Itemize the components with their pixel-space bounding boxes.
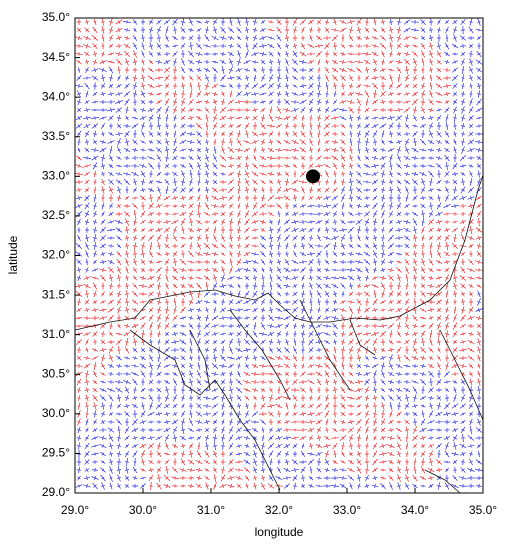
x-tick-label: 29.0° [61,503,89,517]
y-tick-label: 29.0° [42,485,70,499]
y-tick-label: 32.0° [42,248,70,262]
y-tick-label: 31.0° [42,327,70,341]
x-tick-label: 35.0° [469,503,497,517]
x-tick-label: 31.0° [197,503,225,517]
vector-field [74,18,484,491]
y-tick-label: 29.5° [42,446,70,460]
y-axis-label: latitude [6,235,20,274]
field-red [74,18,483,491]
x-tick-label: 34.0° [401,503,429,517]
y-tick-label: 35.0° [42,10,70,24]
x-axis-label: longitude [255,525,304,539]
y-tick-label: 31.5° [42,287,70,301]
y-tick-label: 30.5° [42,366,70,380]
x-tick-label: 33.0° [333,503,361,517]
y-tick-label: 33.5° [42,129,70,143]
y-tick-label: 34.5° [42,50,70,64]
coastline [74,174,484,494]
y-tick-label: 30.0° [42,406,70,420]
x-tick-label: 30.0° [129,503,157,517]
y-tick-label: 34.0° [42,89,70,103]
field-blue [75,18,484,490]
x-tick-label: 32.0° [265,503,293,517]
y-tick-label: 32.5° [42,208,70,222]
y-tick-label: 33.0° [42,169,70,183]
point [306,169,320,184]
